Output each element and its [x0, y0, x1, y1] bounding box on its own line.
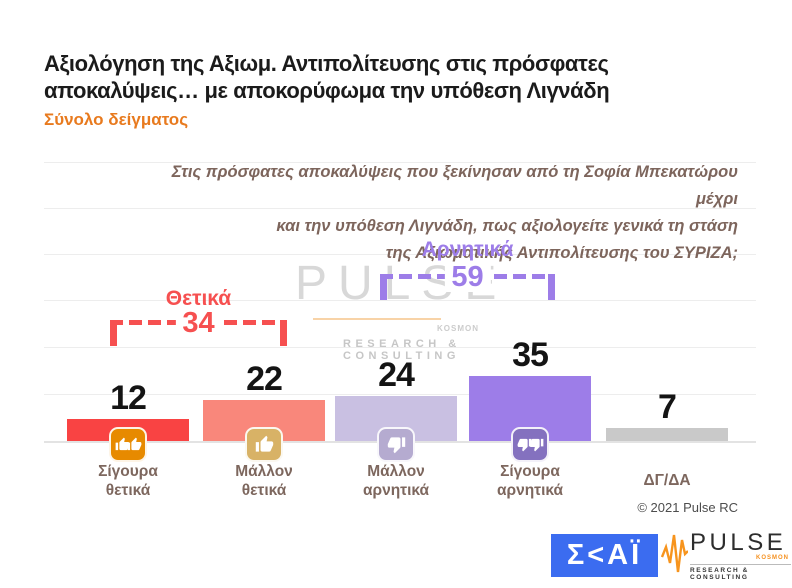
- question-line-1: Στις πρόσφατες αποκαλύψεις που ξεκίνησαν…: [171, 163, 738, 208]
- pulse-logo-tagline: RESEARCH & CONSULTING: [690, 564, 791, 581]
- pulse-logo: PULSE KOSMON RESEARCH & CONSULTING: [661, 529, 791, 581]
- negative-group-value: 59: [444, 262, 491, 292]
- bar-value: 35: [512, 336, 549, 374]
- gridline: [44, 254, 756, 255]
- bar-value: 7: [658, 388, 677, 426]
- positive-group-label: Θετικά: [165, 287, 232, 310]
- skai-logo: Σ<ΑΪ: [551, 534, 658, 577]
- category-label-mallon-thetika: Μάλλον θετικά: [235, 463, 293, 499]
- gridline: [44, 300, 756, 301]
- bracket-tick-right: [548, 274, 555, 300]
- positive-group-value: 34: [175, 308, 222, 338]
- category-label-sigoura-thetika: Σίγουρα θετικά: [98, 463, 158, 499]
- thumb-up-icon: [245, 427, 283, 462]
- bracket-tick-right: [280, 320, 287, 346]
- title-line-2: αποκαλύψεις… με αποκορύφωμα την υπόθεση …: [44, 78, 610, 103]
- sample-subtitle: Σύνολο δείγματος: [44, 110, 189, 129]
- bar-column-mallon-arnitika: 24: [335, 357, 457, 441]
- category-label-dg-da: ΔΓ/ΔΑ: [643, 472, 691, 489]
- title-line-1: Αξιολόγηση της Αξιωμ. Αντιπολίτευσης στι…: [44, 51, 609, 76]
- watermark-tagline: RESEARCH & CONSULTING: [343, 338, 461, 362]
- double-thumbs-down-icon: [511, 427, 549, 462]
- gridline: [44, 208, 756, 209]
- double-thumbs-up-icon: [109, 427, 147, 462]
- page-title: Αξιολόγηση της Αξιωμ. Αντιπολίτευσης στι…: [44, 50, 744, 104]
- gridline: [44, 162, 756, 163]
- category-label-mallon-arnitika: Μάλλον αρνητικά: [362, 463, 430, 499]
- bar-column-dg-da: 7: [606, 389, 728, 441]
- skai-logo-text: Σ<ΑΪ: [566, 539, 643, 571]
- pulse-logo-wordmark: PULSE: [690, 529, 787, 556]
- bracket-tick-left: [380, 274, 387, 300]
- survey-question: Στις πρόσφατες αποκαλύψεις που ξεκίνησαν…: [150, 159, 738, 267]
- question-line-3: της Αξιωματικής Αντιπολίτευσης του ΣΥΡΙΖ…: [385, 244, 738, 262]
- bracket-tick-left: [110, 320, 117, 346]
- negative-group-label: Αρνητικά: [421, 238, 514, 261]
- question-line-2: και την υπόθεση Λιγνάδη, πως αξιολογείτε…: [276, 217, 738, 235]
- bar-dg-da: [606, 428, 728, 441]
- copyright-note: © 2021 Pulse RC: [637, 500, 738, 515]
- positive-group-bracket: 34: [110, 308, 287, 346]
- pulse-waveform-icon: [661, 534, 688, 573]
- bar-column-mallon-thetika: 22: [203, 361, 325, 441]
- thumb-down-icon: [377, 427, 415, 462]
- bar-column-sigoura-arnitika: 35: [469, 337, 591, 441]
- pulse-logo-kosmon: KOSMON: [756, 555, 789, 561]
- bar-value: 12: [110, 379, 147, 417]
- gridline: [44, 347, 756, 348]
- category-label-sigoura-arnitika: Σίγουρα αρνητικά: [496, 463, 564, 499]
- negative-group-bracket: 59: [380, 262, 555, 300]
- watermark-underline: [313, 318, 441, 320]
- bar-value: 24: [378, 356, 415, 394]
- bar-value: 22: [246, 360, 283, 398]
- gridline: [44, 394, 756, 395]
- watermark-kosmon: KOSMON: [437, 324, 479, 333]
